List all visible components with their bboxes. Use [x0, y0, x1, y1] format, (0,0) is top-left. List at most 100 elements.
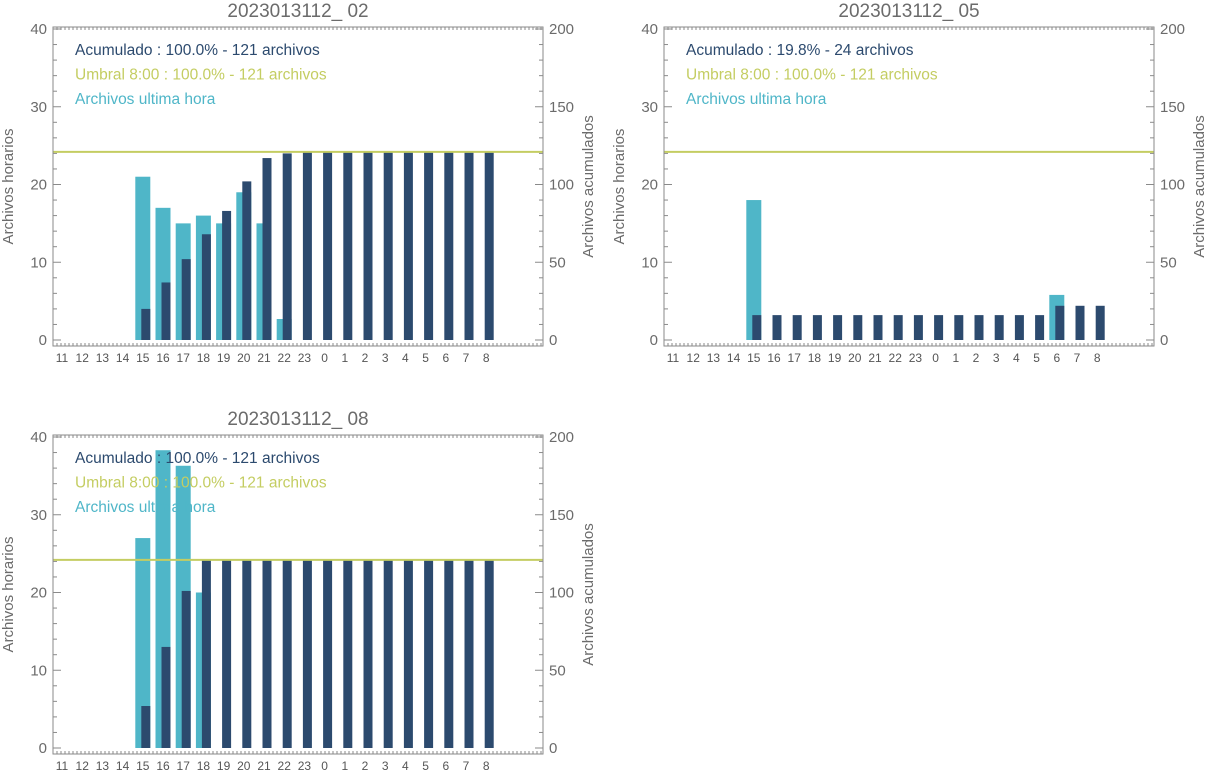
x-tick-label: 23 — [298, 759, 312, 771]
x-tick-label: 20 — [848, 351, 862, 365]
chart-2: 2023013112_ 08010203040050100150200Archi… — [0, 409, 597, 771]
plot-frame — [663, 26, 1155, 347]
bar-cumulative-8 — [1095, 305, 1105, 340]
bar-cumulative-15 — [141, 308, 151, 340]
y-tick-label-left: 20 — [30, 177, 47, 194]
bar-cumulative-6 — [444, 151, 454, 340]
x-tick-label: 23 — [298, 351, 312, 365]
x-tick-label: 13 — [96, 759, 110, 771]
chart-0: 2023013112_ 02010203040050100150200Archi… — [0, 1, 597, 365]
bar-hourly-15 — [135, 538, 151, 748]
legend-entry-2: Archivos ultima hora — [686, 91, 827, 108]
bar-cumulative-22 — [282, 153, 292, 340]
x-tick-label: 8 — [1094, 351, 1101, 365]
bar-cumulative-3 — [383, 559, 393, 748]
y-axis-label-right: Archivos acumulados — [1191, 115, 1206, 258]
bar-cumulative-0 — [323, 559, 333, 748]
y-axis-label-right: Archivos acumulados — [580, 115, 597, 258]
bar-cumulative-20 — [853, 315, 863, 340]
y-tick-label-left: 20 — [30, 585, 47, 602]
bar-cumulative-18 — [812, 315, 822, 340]
plot-frame — [52, 434, 544, 755]
bar-cumulative-19 — [222, 210, 232, 340]
x-tick-label: 2 — [362, 351, 369, 365]
x-tick-label: 5 — [422, 759, 429, 771]
bar-cumulative-0 — [934, 315, 944, 340]
bar-cumulative-16 — [161, 282, 171, 340]
x-tick-label: 17 — [177, 759, 191, 771]
y-tick-label-left: 40 — [30, 429, 47, 446]
x-tick-label: 4 — [402, 759, 409, 771]
y-axis-label-left: Archivos horarios — [0, 537, 17, 653]
bar-cumulative-20 — [242, 181, 252, 340]
y-tick-label-right: 50 — [549, 254, 566, 271]
x-tick-label: 16 — [767, 351, 781, 365]
x-tick-label: 11 — [56, 759, 69, 771]
y-tick-label-right: 150 — [549, 99, 574, 116]
x-tick-label: 16 — [156, 759, 170, 771]
bar-cumulative-6 — [444, 559, 454, 748]
x-tick-label: 17 — [788, 351, 802, 365]
x-tick-label: 12 — [687, 351, 701, 365]
y-tick-label-left: 40 — [641, 21, 658, 38]
legend-entry-2: Archivos ultima hora — [75, 499, 216, 516]
bar-cumulative-17 — [792, 315, 802, 340]
bar-cumulative-16 — [161, 646, 171, 748]
bar-cumulative-19 — [833, 315, 843, 340]
x-tick-label: 7 — [463, 759, 470, 771]
x-tick-label: 19 — [217, 351, 231, 365]
x-tick-label: 18 — [197, 759, 211, 771]
y-tick-label-right: 200 — [549, 429, 574, 446]
x-tick-label: 17 — [177, 351, 191, 365]
y-tick-label-right: 100 — [549, 585, 574, 602]
x-tick-label: 8 — [483, 759, 490, 771]
legend-entry-2: Archivos ultima hora — [75, 91, 216, 108]
y-tick-label-left: 10 — [30, 662, 47, 679]
x-tick-label: 6 — [442, 351, 449, 365]
x-tick-label: 12 — [76, 759, 90, 771]
bar-cumulative-4 — [1014, 315, 1024, 340]
bar-cumulative-8 — [484, 151, 494, 340]
x-tick-label: 1 — [341, 759, 348, 771]
legend-entry-0: Acumulado : 100.0% - 121 archivos — [75, 450, 320, 467]
x-tick-label: 14 — [727, 351, 741, 365]
chart-title: 2023013112_ 08 — [227, 409, 368, 430]
x-tick-label: 21 — [257, 351, 271, 365]
x-tick-label: 14 — [116, 759, 130, 771]
bar-cumulative-5 — [424, 559, 434, 748]
bar-cumulative-6 — [1055, 305, 1065, 340]
bar-cumulative-17 — [181, 259, 191, 340]
x-tick-label: 11 — [56, 351, 69, 365]
y-tick-label-left: 30 — [30, 99, 47, 116]
x-tick-label: 0 — [321, 759, 328, 771]
x-tick-label: 18 — [197, 351, 211, 365]
y-axis-label-left: Archivos horarios — [0, 129, 17, 245]
x-tick-label: 4 — [1013, 351, 1020, 365]
bar-cumulative-1 — [343, 559, 353, 748]
y-tick-label-right: 150 — [1160, 99, 1185, 116]
y-tick-label-right: 0 — [1160, 332, 1168, 349]
x-tick-label: 6 — [442, 759, 449, 771]
bar-cumulative-20 — [242, 559, 252, 748]
bar-cumulative-0 — [323, 151, 333, 340]
y-tick-label-left: 10 — [641, 254, 658, 271]
bar-cumulative-23 — [913, 315, 923, 340]
bar-cumulative-7 — [1075, 305, 1085, 340]
bar-cumulative-2 — [974, 315, 984, 340]
y-tick-label-right: 0 — [549, 332, 557, 349]
y-tick-label-left: 0 — [39, 740, 47, 757]
y-tick-label-right: 150 — [549, 507, 574, 524]
y-axis-label-left: Archivos horarios — [611, 129, 628, 245]
legend-entry-0: Acumulado : 19.8% - 24 archivos — [686, 42, 914, 59]
y-tick-label-left: 30 — [641, 99, 658, 116]
y-axis-label-right: Archivos acumulados — [580, 523, 597, 666]
y-tick-label-left: 10 — [30, 254, 47, 271]
legend-entry-1: Umbral 8:00 : 100.0% - 121 archivos — [686, 67, 938, 84]
x-tick-label: 15 — [136, 759, 150, 771]
x-tick-label: 20 — [237, 351, 251, 365]
bar-cumulative-17 — [181, 590, 191, 748]
x-tick-label: 15 — [747, 351, 761, 365]
bar-cumulative-8 — [484, 559, 494, 748]
bar-cumulative-2 — [363, 559, 373, 748]
x-tick-label: 0 — [932, 351, 939, 365]
